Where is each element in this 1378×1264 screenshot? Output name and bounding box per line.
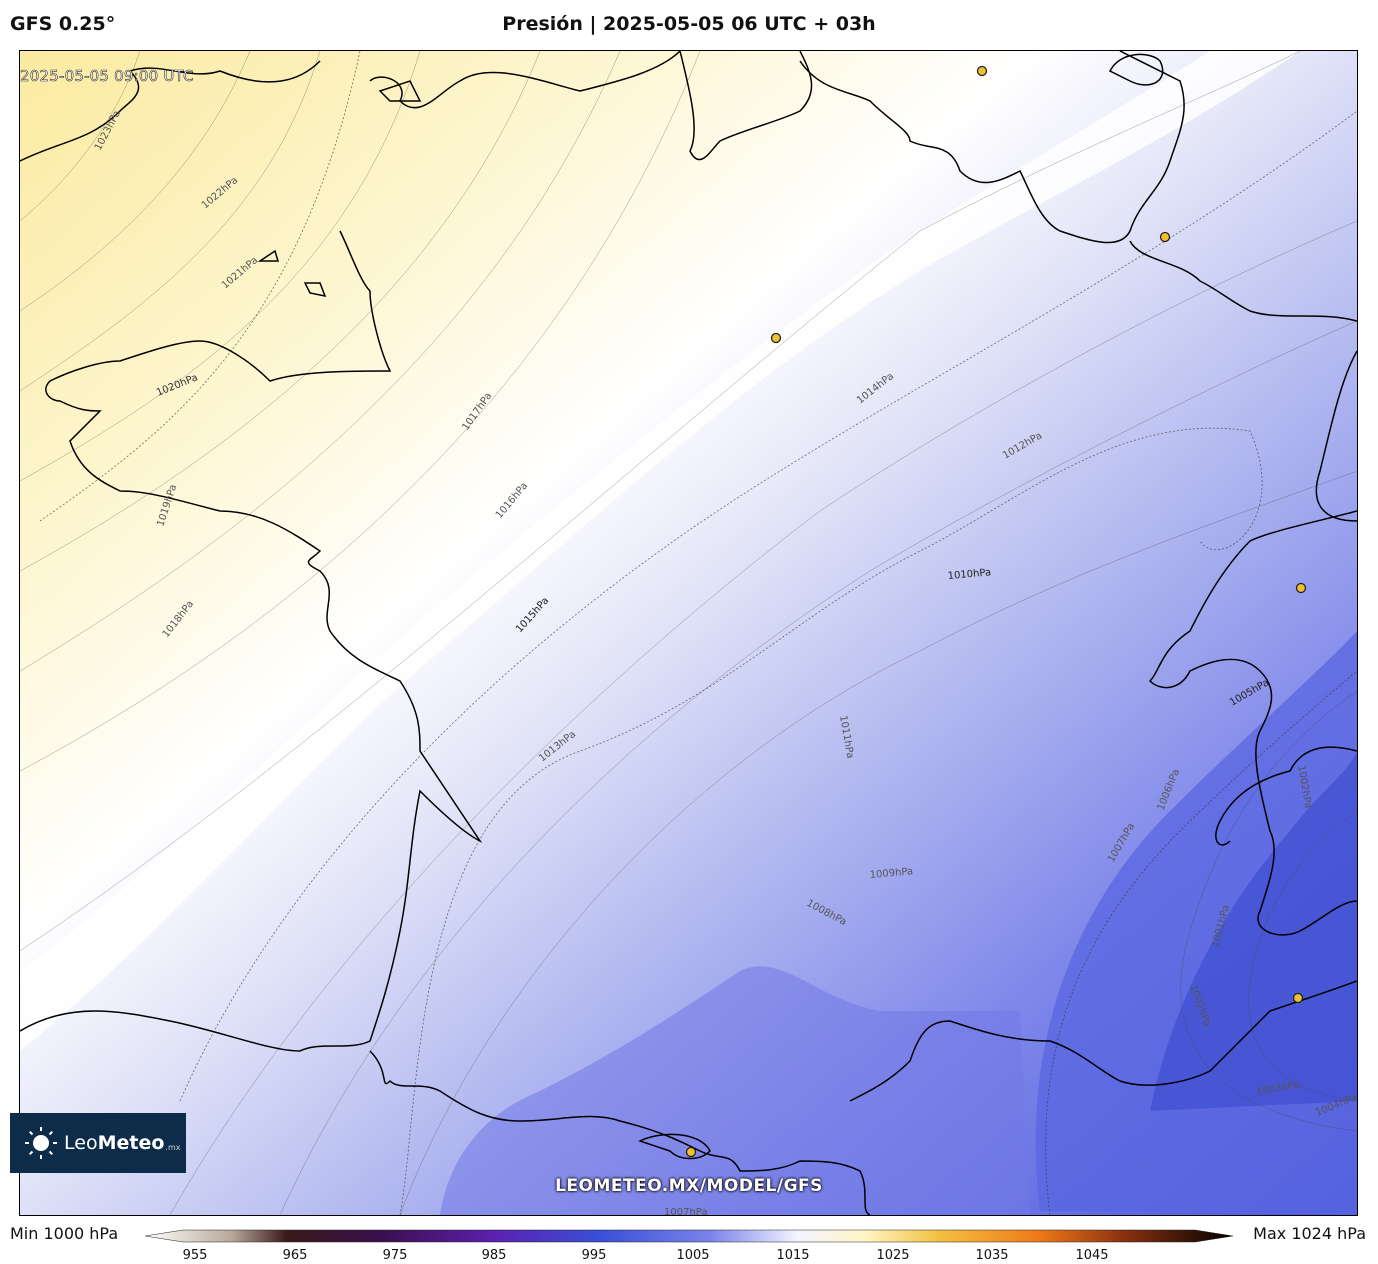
valid-time: 2025-05-05 09:00 UTC <box>20 67 194 86</box>
model-label: GFS 0.25° <box>10 13 116 35</box>
colorbar-max-label: Max 1024 hPa <box>1253 1224 1366 1243</box>
colorbar-tick: 965 <box>282 1248 308 1263</box>
sun-icon <box>24 1126 58 1160</box>
colorbar-ticks: 955 965 975 985 995 1005 1015 1025 1035 … <box>0 1248 1378 1264</box>
colorbar-tick: 985 <box>481 1248 507 1263</box>
city-marker <box>770 332 782 344</box>
pressure-map[interactable]: 1023hPa 1022hPa 1021hPa 1020hPa 1019hPa … <box>19 50 1358 1216</box>
city-marker <box>1159 231 1171 243</box>
city-marker <box>976 65 988 77</box>
city-marker <box>685 1146 697 1158</box>
logo-suffix: .mx <box>165 1142 181 1152</box>
dashed-isobars <box>39 51 1357 1215</box>
city-markers <box>685 65 1307 1158</box>
isobar-label: 1010hPa <box>947 567 991 582</box>
city-marker <box>1292 992 1304 1004</box>
isobar-label: 1007hPa <box>664 1207 708 1215</box>
logo-text: LeoMeteo <box>64 1132 165 1154</box>
isobar-label: 1009hPa <box>869 866 913 881</box>
colorbar-tick: 1025 <box>876 1248 910 1263</box>
colorbar-tick: 995 <box>581 1248 607 1263</box>
colorbar <box>144 1228 1234 1247</box>
coastline <box>20 51 1357 1215</box>
watermark-url: LEOMETEO.MX/MODEL/GFS <box>555 1176 823 1196</box>
colorbar-min-label: Min 1000 hPa <box>10 1224 119 1243</box>
colorbar-tick: 1045 <box>1075 1248 1109 1263</box>
colorbar-tick: 975 <box>382 1248 408 1263</box>
leometeo-logo[interactable]: LeoMeteo .mx <box>10 1113 186 1173</box>
colorbar-tick: 955 <box>182 1248 208 1263</box>
colorbar-tick: 1005 <box>676 1248 710 1263</box>
chart-title: Presión | 2025-05-05 06 UTC + 03h <box>502 13 876 35</box>
colorbar-tick: 1015 <box>776 1248 810 1263</box>
colorbar-tick: 1035 <box>975 1248 1009 1263</box>
city-marker <box>1295 582 1307 594</box>
map-canvas: 1023hPa 1022hPa 1021hPa 1020hPa 1019hPa … <box>20 51 1357 1215</box>
